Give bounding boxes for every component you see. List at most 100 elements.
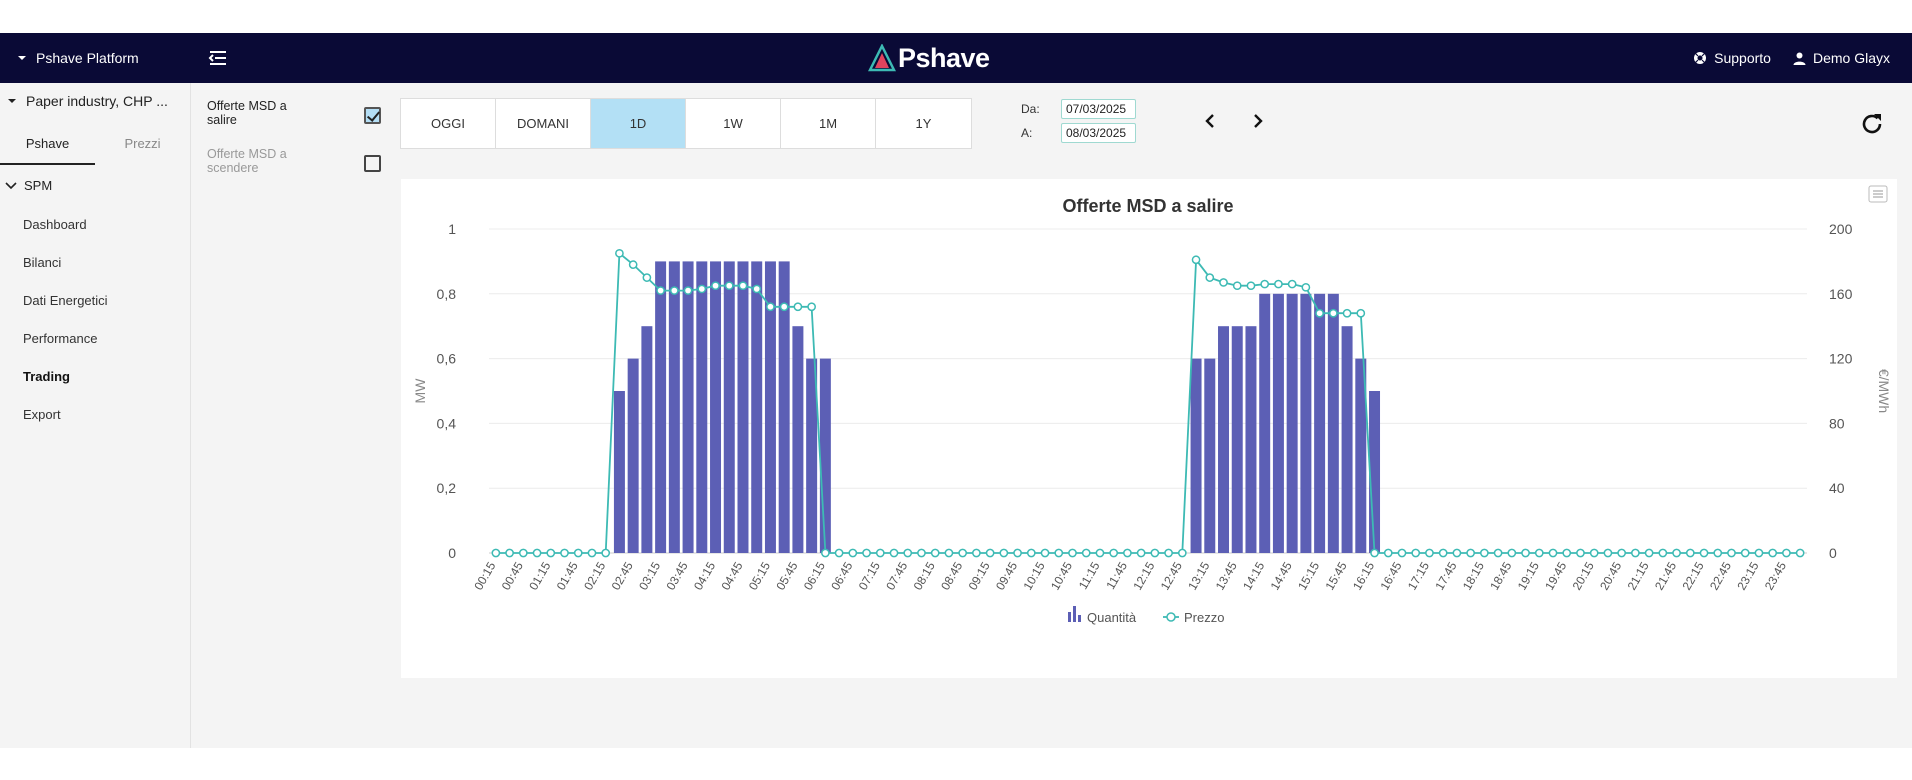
sidebar-item-export[interactable]: Export xyxy=(23,407,61,422)
price-point xyxy=(1534,548,1544,558)
bar xyxy=(627,358,639,553)
x-tick-label: 02:45 xyxy=(609,559,636,592)
chart-svg: Offerte MSD a salire 0 0,2 0,4 0,6 0,8 1 0 40 80 1… xyxy=(412,185,1892,625)
x-tick-label: 12:45 xyxy=(1158,559,1185,592)
period-selector: OGGI DOMANI 1D 1W 1M 1Y xyxy=(400,98,972,149)
x-tick-label: 05:45 xyxy=(773,559,800,592)
price-point xyxy=(985,548,995,558)
price-point xyxy=(1685,548,1695,558)
price-point xyxy=(1370,548,1379,558)
user-label: Demo Glayx xyxy=(1812,50,1890,66)
price-point xyxy=(1205,273,1215,282)
chart-menu-icon[interactable] xyxy=(1868,185,1888,203)
user-icon xyxy=(1793,52,1806,65)
period-1m-button[interactable]: 1M xyxy=(781,99,876,148)
x-tick-label: 13:15 xyxy=(1185,559,1212,592)
bar xyxy=(1286,293,1298,553)
period-1d-button[interactable]: 1D xyxy=(591,99,686,148)
price-point xyxy=(1631,548,1640,558)
price-point xyxy=(1232,281,1242,291)
price-point xyxy=(1782,548,1791,558)
period-1w-button[interactable]: 1W xyxy=(686,99,781,148)
price-point xyxy=(1383,548,1393,558)
price-point xyxy=(1109,548,1119,558)
price-point xyxy=(752,284,762,294)
section-spm[interactable]: SPM xyxy=(5,178,52,193)
price-point xyxy=(518,548,528,558)
menu-collapse-icon[interactable] xyxy=(208,49,228,67)
price-point xyxy=(1644,548,1654,558)
x-tick-label: 22:15 xyxy=(1679,559,1706,592)
price-point xyxy=(642,273,652,282)
user-menu[interactable]: Demo Glayx xyxy=(1793,50,1890,66)
date-from-input[interactable] xyxy=(1061,99,1136,119)
price-point xyxy=(1452,548,1462,558)
price-point xyxy=(1795,548,1805,558)
main-page: Paper industry, CHP ... Pshave Prezzi SP… xyxy=(0,83,1912,748)
price-point xyxy=(834,548,844,558)
bar xyxy=(1300,293,1312,553)
price-point xyxy=(683,286,693,295)
support-link[interactable]: Supporto xyxy=(1693,50,1771,66)
period-domani-button[interactable]: DOMANI xyxy=(496,99,591,148)
price-point xyxy=(1617,548,1627,558)
price-point xyxy=(1315,308,1324,318)
plant-selector[interactable]: Paper industry, CHP ... xyxy=(8,93,168,109)
y2-axis-title: €/MWh xyxy=(1876,369,1892,413)
platform-selector[interactable]: Pshave Platform xyxy=(18,33,139,83)
y2-tick-label: 40 xyxy=(1829,480,1845,496)
price-point xyxy=(1521,548,1530,558)
sidebar-item-trading[interactable]: Trading xyxy=(23,369,70,384)
bar xyxy=(1190,358,1202,553)
price-point xyxy=(930,548,940,558)
price-point xyxy=(766,302,775,312)
bar xyxy=(613,391,625,553)
filter-msd-salire: Offerte MSD a salire xyxy=(207,99,383,127)
previous-date-button[interactable] xyxy=(1197,108,1223,134)
price-point xyxy=(1507,548,1517,558)
price-point xyxy=(573,548,583,558)
x-tick-label: 10:15 xyxy=(1020,559,1047,592)
x-tick-label: 04:15 xyxy=(691,559,718,592)
x-tick-label: 11:15 xyxy=(1076,559,1103,592)
x-tick-label: 09:15 xyxy=(966,559,993,592)
price-point xyxy=(615,248,624,258)
tab-pshave[interactable]: Pshave xyxy=(0,123,95,165)
price-point xyxy=(1699,548,1709,558)
x-tick-label: 15:15 xyxy=(1295,559,1322,592)
checkbox-msd-salire[interactable] xyxy=(364,107,381,124)
price-point xyxy=(1274,279,1283,289)
bar xyxy=(792,326,804,553)
tab-prezzi[interactable]: Prezzi xyxy=(124,136,161,151)
date-to-input[interactable] xyxy=(1061,123,1136,143)
price-point xyxy=(1164,548,1173,558)
period-oggi-button[interactable]: OGGI xyxy=(401,99,496,148)
next-date-button[interactable] xyxy=(1245,108,1271,134)
legend-bar-icon xyxy=(1073,606,1076,622)
legend-label-prezzo: Prezzo xyxy=(1184,610,1224,625)
price-point xyxy=(1342,308,1352,318)
sidebar-item-dashboard[interactable]: Dashboard xyxy=(23,217,87,232)
price-point xyxy=(1768,548,1778,558)
sidebar-tabs: Pshave Prezzi xyxy=(0,123,190,165)
price-point xyxy=(862,548,871,558)
x-tick-label: 01:45 xyxy=(554,559,581,592)
sidebar-item-dati-energetici[interactable]: Dati Energetici xyxy=(23,293,108,308)
price-point xyxy=(1356,308,1366,318)
bar xyxy=(1314,293,1326,553)
x-tick-label: 15:45 xyxy=(1323,559,1350,592)
price-point xyxy=(1054,548,1064,558)
price-point xyxy=(656,286,665,295)
plant-label: Paper industry, CHP ... xyxy=(26,93,168,109)
price-point xyxy=(697,284,707,294)
price-point xyxy=(1219,278,1228,287)
bar xyxy=(819,358,831,553)
x-tick-label: 14:15 xyxy=(1240,559,1267,592)
sidebar-item-bilanci[interactable]: Bilanci xyxy=(23,255,62,270)
refresh-icon[interactable] xyxy=(1858,110,1886,138)
period-1y-button[interactable]: 1Y xyxy=(915,116,932,131)
sidebar-item-performance[interactable]: Performance xyxy=(23,331,98,346)
legend-bar-icon xyxy=(1078,615,1081,622)
checkbox-msd-scendere[interactable] xyxy=(364,155,381,172)
y2-tick-label: 80 xyxy=(1829,415,1845,431)
